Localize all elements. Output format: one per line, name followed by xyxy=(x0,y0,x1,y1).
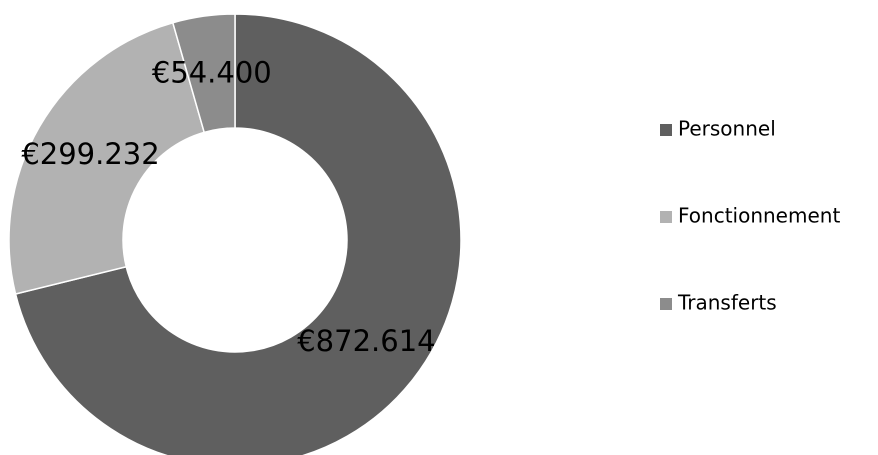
legend-swatch xyxy=(660,211,672,223)
legend-label: Personnel xyxy=(678,117,776,141)
donut-slice xyxy=(14,13,462,455)
data-label: €872.614 xyxy=(297,324,435,358)
legend-swatch xyxy=(660,124,672,136)
donut-slice xyxy=(8,21,206,295)
data-label: €54.400 xyxy=(152,56,272,90)
donut-slice xyxy=(171,13,236,134)
data-label: €299.232 xyxy=(21,137,159,171)
legend-swatch xyxy=(660,298,672,310)
legend-label: Transferts xyxy=(677,291,777,315)
legend-label: Fonctionnement xyxy=(678,204,840,228)
